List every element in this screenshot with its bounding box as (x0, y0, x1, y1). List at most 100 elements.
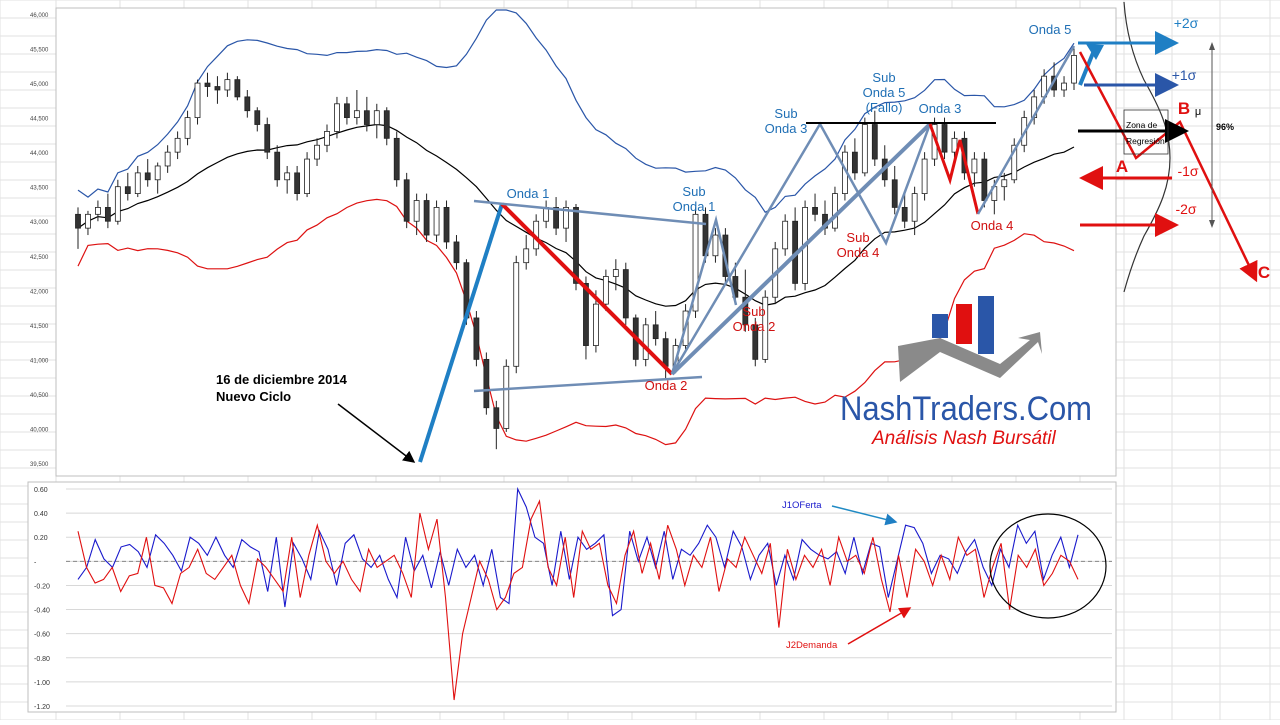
candle-body (483, 358, 490, 409)
candle-body (373, 110, 380, 125)
candle-body (901, 207, 908, 222)
candle-body (95, 207, 101, 215)
candle-body (134, 172, 141, 195)
candle-body (573, 207, 579, 284)
candle-body (762, 296, 769, 360)
candle-body (314, 144, 320, 160)
candle-body (1061, 82, 1067, 91)
candle-body (164, 151, 171, 167)
candle-body (812, 207, 818, 215)
sigma-label: +2σ (1174, 15, 1199, 31)
osc-tick-label: 0.20 (34, 535, 48, 542)
candle-body (563, 207, 569, 229)
candle-body (553, 207, 559, 229)
candle-body (642, 324, 649, 360)
price-tick-label: 40,000 (30, 427, 49, 433)
candle-body (363, 110, 370, 125)
projection-arrowhead (1086, 44, 1104, 60)
candle-body (75, 213, 81, 229)
wave2-line (500, 202, 674, 376)
candle-body (692, 213, 699, 312)
regression-label-1: Zona de (1126, 120, 1157, 130)
candle-body (214, 86, 221, 91)
candle-body (85, 213, 91, 229)
price-tick-label: 44,000 (30, 151, 49, 157)
candle-body (443, 207, 450, 243)
candles (75, 48, 1077, 450)
candle-body (622, 269, 629, 319)
candle-body (184, 117, 191, 139)
sigma-label: -2σ (1175, 201, 1196, 217)
percent-label: 96% (1216, 122, 1234, 132)
candle-body (1071, 55, 1077, 84)
price-panel-frame (55, 7, 1117, 477)
legend-demanda-arrow (847, 607, 912, 645)
oscillator-circle (989, 513, 1107, 619)
candle-body (1011, 144, 1018, 181)
legend-ofertas: J1OFerta (782, 500, 822, 511)
candle-body (951, 137, 958, 153)
price-tick-label: 42,500 (30, 255, 49, 261)
candle-body (602, 276, 609, 305)
candle-body (264, 124, 271, 153)
legend-demanda: J2Demanda (786, 640, 838, 651)
candle-body (911, 193, 918, 222)
regression-zone: Zona de Regresión 96% (1078, 1, 1234, 293)
regression-box (1123, 109, 1169, 155)
range-arrow-bottom (1209, 220, 1215, 228)
sigma-label: +1σ (1172, 67, 1197, 83)
candle-body (1001, 179, 1008, 188)
candle-body (274, 151, 281, 181)
candle-body (971, 158, 978, 174)
sigma-label: -1σ (1177, 163, 1198, 179)
wave1-line (418, 203, 504, 463)
abc-label: B (1178, 99, 1190, 118)
candle-body (652, 324, 659, 340)
wave-label: Onda 2 (733, 319, 776, 334)
candle-body (344, 103, 350, 119)
wave-label: Onda 4 (837, 245, 880, 260)
candle-body (423, 200, 430, 236)
price-tick-label: 45,000 (30, 82, 49, 88)
annotation-line-1: 16 de diciembre 2014 (216, 372, 348, 387)
wave-label: (Fallo) (866, 100, 903, 115)
candle-body (174, 137, 181, 153)
osc-tick-label: -0.60 (34, 632, 50, 639)
candle-body (334, 103, 340, 132)
triangle-lower (473, 375, 703, 393)
candle-body (124, 186, 131, 194)
candle-body (782, 220, 789, 250)
wave-label: Onda 3 (919, 101, 962, 116)
candle-body (324, 131, 330, 146)
candle-body (861, 124, 868, 174)
oscillator-panel-frame (27, 481, 1117, 713)
osc-tick-label: -0.40 (34, 608, 50, 615)
candle-body (712, 234, 719, 257)
candle-body (583, 282, 589, 346)
candle-body (493, 407, 500, 429)
wave-label: Onda 4 (971, 218, 1014, 233)
wave-label: Sub (774, 106, 797, 121)
abc-label: A (1116, 157, 1128, 176)
candle-body (383, 110, 390, 139)
abc-label: C (1258, 263, 1270, 282)
candle-body (981, 158, 988, 201)
candle-body (104, 207, 111, 222)
candle-body (612, 269, 619, 277)
candle-body (433, 207, 440, 236)
sigma-label: μ (1195, 106, 1201, 118)
candle-body (662, 338, 669, 367)
wave-label: Sub (682, 184, 705, 199)
logo-name: NashTraders.Com (840, 390, 1092, 428)
subwave-3-4-5 (670, 121, 932, 375)
candle-body (851, 151, 858, 174)
osc-tick-label: -1.00 (34, 680, 50, 687)
price-tick-label: 42,000 (30, 289, 49, 295)
candle-body (832, 193, 838, 229)
osc-tick-label: -1.20 (34, 704, 50, 711)
logo-bar-blue2 (978, 296, 994, 354)
candle-body (593, 303, 599, 346)
range-arrow-top (1209, 42, 1215, 50)
candle-body (234, 79, 241, 98)
